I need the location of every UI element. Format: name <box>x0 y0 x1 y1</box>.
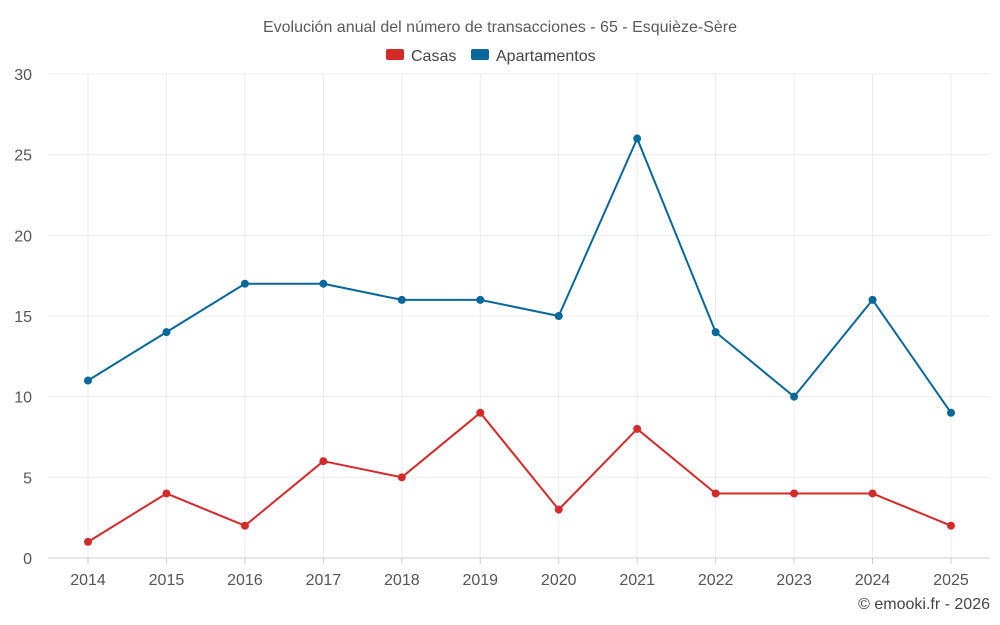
y-tick-label: 5 <box>23 470 32 487</box>
grid <box>48 73 990 558</box>
data-point-casas <box>397 473 406 482</box>
x-tick-label: 2014 <box>70 572 106 589</box>
legend-item-casas[interactable]: Casas <box>386 48 456 65</box>
data-point-casas <box>633 424 642 433</box>
data-point-apartamentos <box>319 279 328 288</box>
data-point-apartamentos <box>790 392 799 401</box>
legend-item-apartamentos[interactable]: Apartamentos <box>471 48 596 65</box>
legend-swatch-apartamentos <box>471 49 489 60</box>
x-tick-label: 2018 <box>384 572 420 589</box>
credit-text: © emooki.fr - 2026 <box>858 596 990 613</box>
y-tick-label: 20 <box>14 228 32 245</box>
chart-title: Evolución anual del número de transaccio… <box>263 19 737 36</box>
data-point-casas <box>84 537 92 546</box>
x-tick-label: 2017 <box>306 572 342 589</box>
legend-label-casas: Casas <box>411 48 456 65</box>
x-tick-label: 2025 <box>933 572 969 589</box>
x-tick-label: 2015 <box>149 572 185 589</box>
x-tick-label: 2021 <box>619 572 655 589</box>
data-point-casas <box>947 521 955 530</box>
data-point-apartamentos <box>868 295 877 304</box>
data-point-casas <box>554 505 563 514</box>
x-tick-label: 2016 <box>227 572 263 589</box>
y-tick-label: 15 <box>14 309 32 326</box>
x-tick-label: 2020 <box>541 572 577 589</box>
series-line-apartamentos <box>87 137 952 414</box>
legend-swatch-casas <box>386 49 404 60</box>
legend: Casas Apartamentos <box>386 48 596 65</box>
data-point-apartamentos <box>240 279 249 288</box>
data-point-apartamentos <box>554 312 563 320</box>
data-point-apartamentos <box>633 134 642 143</box>
y-tick-label: 30 <box>14 67 32 84</box>
legend-label-apartamentos: Apartamentos <box>496 48 596 65</box>
data-point-apartamentos <box>947 408 955 417</box>
data-point-apartamentos <box>162 328 171 337</box>
y-tick-label: 10 <box>14 390 32 407</box>
data-point-casas <box>476 408 485 417</box>
data-point-casas <box>868 489 877 498</box>
x-tick-label: 2022 <box>698 572 734 589</box>
data-point-casas <box>240 521 249 530</box>
data-point-casas <box>790 489 799 498</box>
x-tick-label: 2024 <box>855 572 891 589</box>
data-point-apartamentos <box>397 295 406 304</box>
y-tick-label: 0 <box>23 551 32 568</box>
data-point-casas <box>711 489 720 498</box>
data-point-casas <box>319 457 328 466</box>
series <box>84 134 955 546</box>
x-tick-label: 2023 <box>776 572 812 589</box>
y-tick-label: 25 <box>14 148 32 165</box>
data-point-apartamentos <box>711 328 720 337</box>
data-point-casas <box>162 489 171 498</box>
series-line-casas <box>87 411 952 543</box>
data-point-apartamentos <box>476 295 485 304</box>
data-point-apartamentos <box>84 376 92 385</box>
x-tick-label: 2019 <box>462 572 498 589</box>
